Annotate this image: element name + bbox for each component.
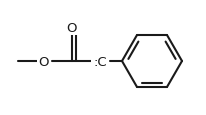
Text: O: O [66, 21, 77, 34]
Text: O: O [39, 55, 49, 68]
Text: :C: :C [93, 55, 106, 68]
